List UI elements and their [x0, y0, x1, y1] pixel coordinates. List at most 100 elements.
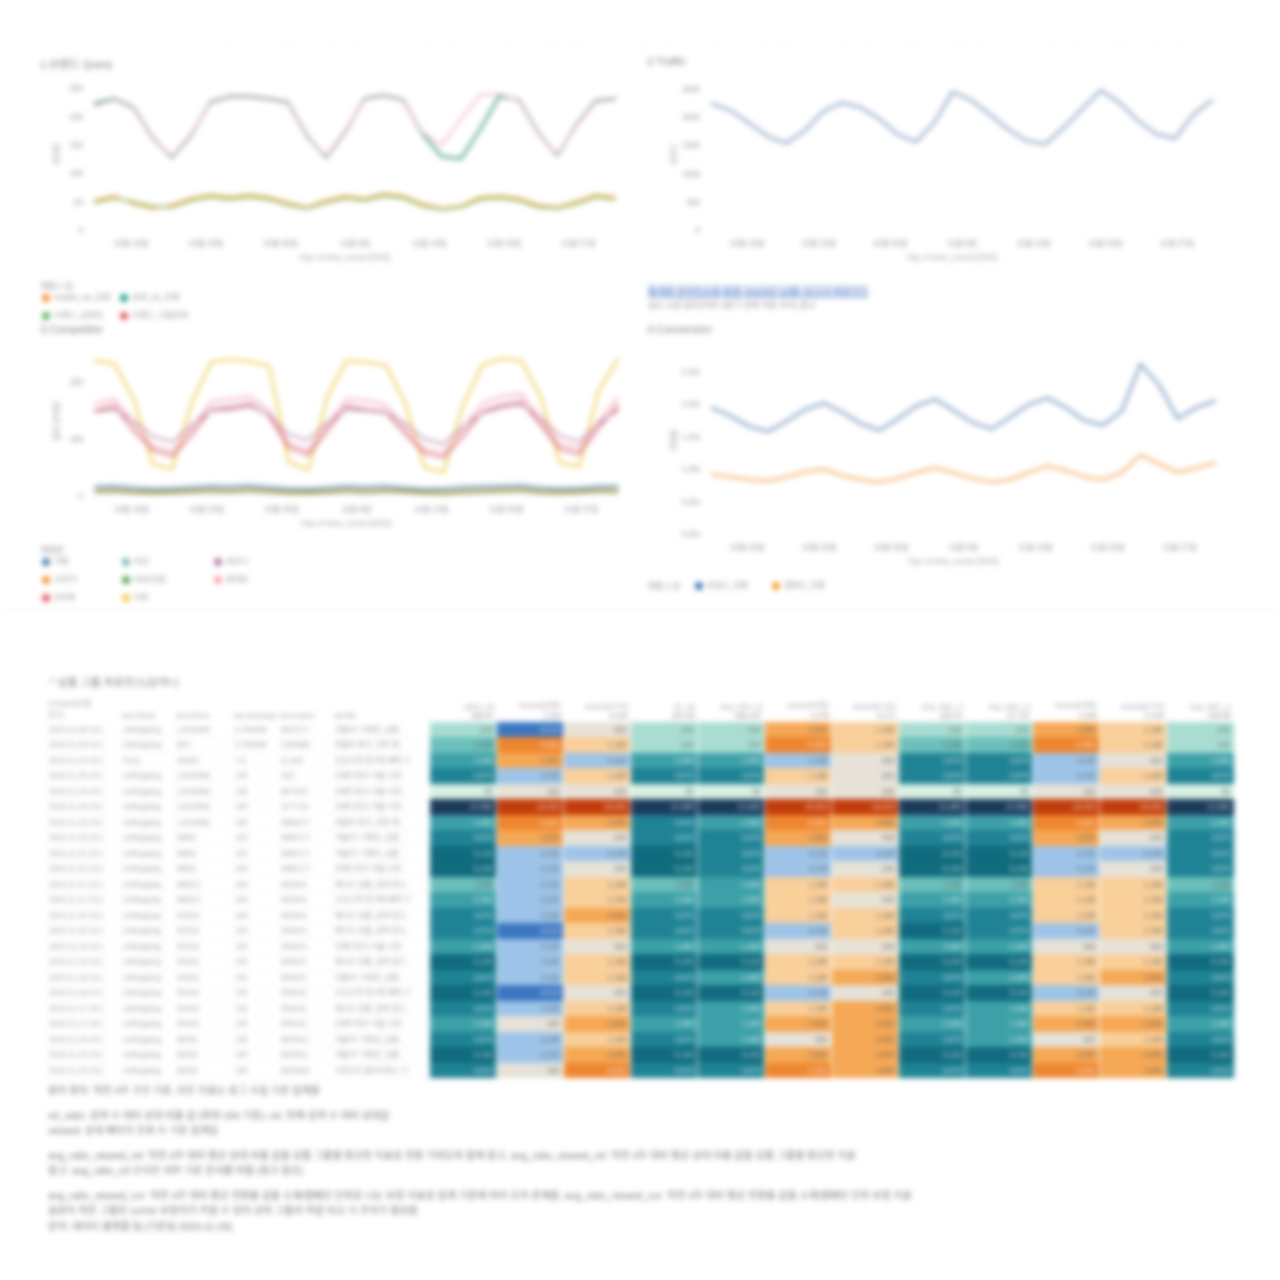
heatmap-cell: 6,481	[496, 737, 564, 753]
heatmap-cell: 3,105	[764, 923, 832, 939]
heatmap-cell: 12,480	[630, 799, 698, 815]
table-cell: 105	[234, 938, 280, 955]
heatmap-cell: 3,105	[764, 845, 832, 861]
heatmap-cell: 426	[831, 892, 899, 908]
table-cell: 베스트 상품_검색 광고 ..	[333, 923, 430, 939]
table-cell: BIZ0911	[279, 1047, 334, 1063]
heatmap-cell: 426	[831, 985, 899, 1001]
table-cell: 브랜드위크 겨울 시즌..	[333, 861, 430, 877]
heatmap-cell: 1,186	[1032, 1000, 1100, 1016]
heatmap-cell: 3,870	[898, 752, 966, 768]
table-cell: mShopping	[122, 907, 176, 924]
table-cell: 겨울TF 기획전_상품 ..	[333, 830, 430, 846]
table-cell: R2023	[176, 985, 234, 1001]
table-cell: R50201	[279, 969, 334, 986]
table-row: 2023-11-18 23:1 mShopping R2023 105 R50201 겨울…	[48, 969, 1234, 986]
heatmap-cell: 3,870	[429, 768, 497, 784]
series-line	[93, 356, 620, 474]
heatmap-cell: 1,038	[630, 876, 698, 892]
table-cell: R50201	[279, 892, 334, 908]
table-cell: 브랜드위크 겨울 시즌..	[333, 938, 430, 955]
heatmap-cell: 3,870	[697, 845, 765, 861]
table-cell: 105	[234, 783, 280, 800]
table-cell: 2023-11-20 23:1	[48, 907, 122, 924]
x-tick-label: 10월 30일	[873, 543, 909, 552]
table-cell: 105	[234, 1062, 280, 1079]
x-tick-label: 11월 27일	[564, 505, 599, 514]
heatmap-cell: 1,186	[563, 768, 631, 784]
heatmap-cell: 8,214	[496, 923, 564, 939]
x-tick-label: 11월 20일	[489, 505, 524, 514]
x-tick-label: 10월 16일	[729, 239, 765, 248]
heatmap-cell: 3,870	[1166, 861, 1234, 877]
table-cell: 신규고객 첫구매 혜택 ②	[333, 752, 430, 769]
table-cell: 베스트 상품_검색 광고 ..	[333, 876, 430, 893]
heatmap-cell: 2,485	[1166, 814, 1234, 830]
heatmap-cell: 214	[1166, 722, 1234, 737]
table-row: 2023-11-25 23:1 PLA1 WON1 7.9 CL200 신규고객 첫구매 …	[48, 752, 1234, 769]
legend-item-label: 롯데온	[226, 575, 249, 584]
table-row: 2023-11-19 23:1 mShopping R2023 105 R50201 브랜…	[48, 938, 1234, 955]
heatmap-cell: 1,186	[1099, 892, 1167, 908]
table-cell: R50201	[279, 907, 334, 924]
x-tick-label: 11월 6일	[341, 505, 372, 514]
table-cell: 시즌오프 클리어런스 ②	[333, 1062, 430, 1079]
table-cell: 2023-11-22 23:1	[48, 861, 122, 877]
table-cell: 겨울TF 기획전_상품 ..	[333, 1047, 430, 1063]
external-report-link[interactable]: 통계청 온라인쇼핑 동향 (2023년 10월) 보고서 바로가기	[648, 284, 868, 298]
table-cell: MB01	[176, 845, 234, 862]
heatmap-cell: 2,485	[697, 1031, 765, 1047]
column-header: ad.campaign	[234, 711, 277, 720]
heatmap-cell: 5,132	[429, 861, 497, 877]
heatmap-cell: 3,105	[496, 938, 564, 954]
legend-swatch-icon	[122, 593, 130, 602]
external-report-link-caption: 닐슨 쇼핑 잡지(직전 4분기 전체 지표 추이) 참고	[648, 300, 816, 310]
table-cell: BIZ0930	[279, 1062, 334, 1079]
table-row: 2023-11-26 23:1 mShopping BX1 0.700268 C2006…	[48, 737, 1234, 753]
heatmap-cell: 2,953	[563, 814, 631, 830]
table-cell: mShopping	[122, 1016, 176, 1032]
legend-item-label: G마켓	[54, 593, 75, 602]
heatmap-cell: 3,870	[965, 923, 1033, 939]
footnote-line: rel_ratio: 검색 수 대비 상대 비율 값 (최대 100 기준), …	[48, 1110, 390, 1122]
heatmap-cell: 3,870	[1166, 907, 1234, 923]
heatmap-cell: 1,038	[429, 737, 497, 753]
heatmap-cell: 3,870	[898, 1062, 966, 1078]
heatmap-cell: 3,870	[697, 923, 765, 939]
heatmap-cell: 426	[1032, 783, 1100, 799]
heatmap-cell: 426	[1032, 938, 1100, 954]
heatmap-cell: 426	[1099, 783, 1167, 799]
heatmap-cell: 2,485	[697, 1000, 765, 1016]
table-cell: BIZ09	[176, 1062, 234, 1079]
heatmap-cell: 5,132	[965, 985, 1033, 1001]
table-cell: BIZ0911	[279, 1031, 334, 1048]
top-strip-remnant: – ·· – · – – · · – – · ·– · – – · · – – …	[228, 40, 1240, 47]
table-cell: 겨울TF 기획전_상품 ..	[333, 722, 430, 738]
table-cell: 베스트 상품_검색 광고 ..	[333, 1000, 430, 1017]
heatmap-cell: 5,132	[429, 985, 497, 1001]
heatmap-cell: 5,132	[898, 923, 966, 939]
heatmap-cell: 3,870	[429, 923, 497, 939]
heatmap-cell: 426	[1099, 830, 1167, 846]
table-cell: R2023	[176, 938, 234, 955]
table-row: 2023-11-20 23:1 mShopping R2023 105 R50201 베스…	[48, 923, 1234, 939]
table-cell: MB012	[176, 876, 234, 893]
table-cell: mShopping	[122, 1047, 176, 1063]
table-cell: 105	[234, 954, 280, 970]
y-tick-label: 0	[695, 226, 700, 235]
heatmap-cell: 426	[831, 861, 899, 877]
heatmap-cell: 1,186	[563, 892, 631, 908]
heatmap-cell: 426	[1099, 938, 1167, 954]
legend-swatch-icon	[120, 293, 128, 302]
table-cell: WB0177	[279, 845, 334, 862]
heatmap-cell: 3,870	[429, 907, 497, 923]
heatmap-cell: 5,132	[965, 861, 1033, 877]
heatmap-cell: 18,342	[831, 799, 899, 815]
plot-area	[93, 93, 617, 211]
table-title: * 상품 그룹 퍼포먼스(요약+)	[50, 677, 179, 689]
table-row: 2023-11-23 23:1 mShopping L2023060 105 WB657…	[48, 814, 1234, 831]
heatmap-cell: 6,481	[764, 814, 832, 830]
x-tick-label: 10월 23일	[188, 239, 224, 248]
table-cell: 105	[234, 845, 280, 862]
heatmap-cell: 2,485	[697, 892, 765, 908]
